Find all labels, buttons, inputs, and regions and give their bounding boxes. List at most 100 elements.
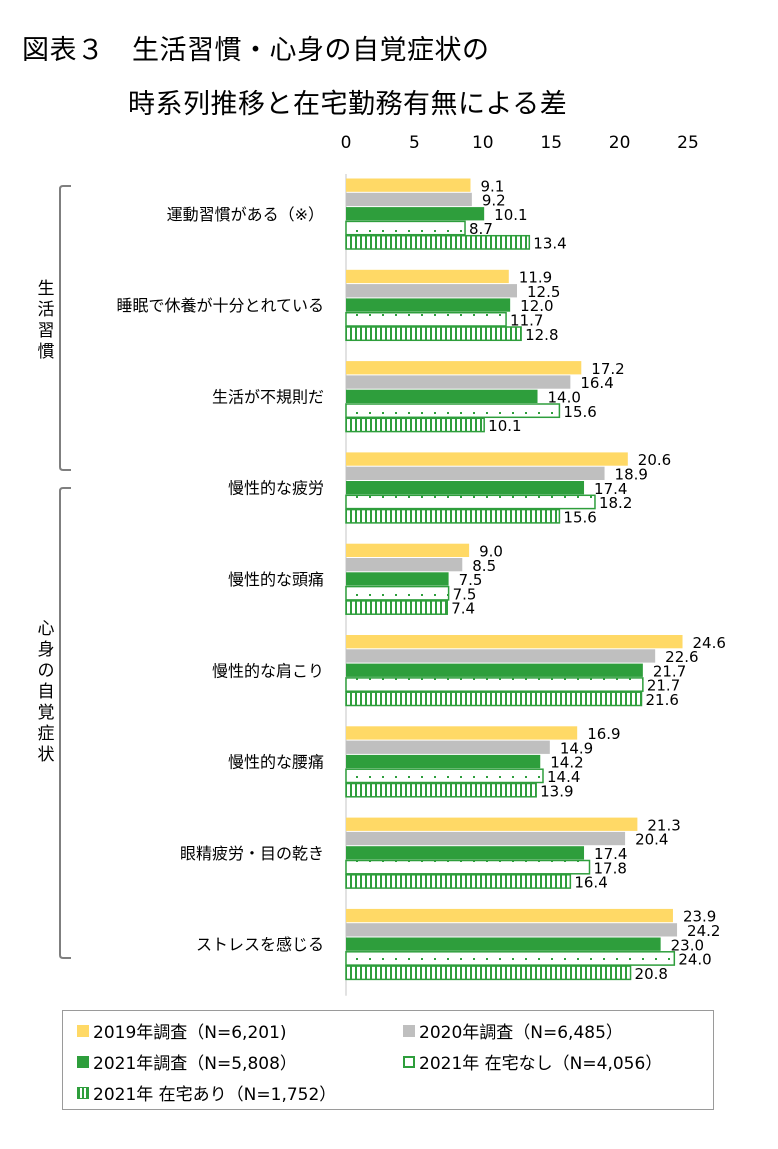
value-label-2021-no-remote-2: 15.6	[563, 403, 596, 421]
bar-2021-4	[346, 572, 449, 586]
value-label-2020-2: 16.4	[580, 374, 613, 392]
value-label-2019-1: 11.9	[519, 269, 552, 287]
category-label-1: 睡眠で休養が十分とれている	[116, 296, 324, 315]
value-label-2019-8: 23.9	[683, 908, 716, 926]
bar-2021-no-remote-5	[345, 677, 644, 692]
legend-swatch-2019	[77, 1024, 89, 1037]
legend-swatch-2020	[403, 1024, 415, 1037]
value-label-2019-0: 9.1	[480, 177, 504, 195]
value-label-2021-1: 12.0	[520, 297, 553, 315]
value-label-2021-6: 14.2	[550, 754, 583, 772]
bar-2020-6	[346, 740, 550, 754]
value-label-2020-0: 9.2	[482, 192, 506, 210]
x-tick-label-4: 20	[609, 133, 631, 153]
value-label-2020-7: 20.4	[635, 831, 668, 849]
bracket-label-bg-habits	[34, 274, 58, 368]
bar-2021-no-remote-3	[345, 494, 596, 510]
legend-label-2021: 2021年調査（N=5,808）	[93, 1054, 297, 1074]
category-label-2: 生活が不規則だ	[212, 387, 324, 406]
x-tick-label-2: 10	[472, 133, 494, 153]
value-label-2021-0: 10.1	[494, 206, 527, 224]
value-label-2020-3: 18.9	[615, 466, 648, 484]
bar-2021-2	[346, 389, 538, 403]
bar-2021-no-remote-2	[345, 403, 561, 419]
value-label-2021-4: 7.5	[459, 571, 483, 589]
bracket-habits	[59, 185, 71, 471]
bar-2020-7	[346, 831, 626, 846]
legend-label-2021-no-remote: 2021年 在宅なし（N=4,056）	[419, 1054, 663, 1074]
bar-2020-3	[346, 466, 605, 480]
legend-item-2020: 2020年調査（N=6,485）	[403, 1018, 623, 1043]
value-label-2021-no-remote-4: 7.5	[453, 585, 477, 603]
legend: 2019年調査（N=6,201) 2020年調査（N=6,485） 2021年調…	[62, 1010, 714, 1110]
value-label-2021-remote-1: 12.8	[525, 326, 558, 344]
bar-2020-2	[346, 375, 571, 389]
x-tick-label-3: 15	[540, 133, 562, 153]
group-label-symptoms: 心身の自覚症状	[38, 619, 55, 765]
value-label-2021-remote-0: 13.4	[533, 235, 566, 253]
legend-label-2021-remote: 2021年 在宅あり（N=1,752）	[93, 1085, 337, 1105]
bar-2019-2	[346, 361, 582, 375]
bar-2019-7	[346, 817, 638, 831]
bar-2020-0	[346, 192, 472, 207]
value-label-2019-3: 20.6	[638, 451, 671, 469]
bar-2021-remote-5	[345, 691, 643, 707]
value-label-2020-6: 14.9	[560, 739, 593, 757]
bar-2019-0	[346, 178, 471, 192]
bar-2019-1	[346, 269, 509, 284]
category-label-3: 慢性的な疲労	[228, 479, 324, 498]
bar-2021-remote-6	[345, 782, 537, 798]
group-label-habits: 生活習慣	[38, 279, 55, 362]
bar-2021-remote-8	[345, 965, 632, 981]
chart-title-line-1: 図表３ 生活習慣・心身の自覚症状の	[22, 35, 490, 66]
category-label-4: 慢性的な頭痛	[228, 570, 324, 589]
value-label-2021-remote-7: 16.4	[574, 874, 607, 892]
value-label-2021-no-remote-1: 11.7	[510, 312, 543, 330]
category-label-8: ストレスを感じる	[196, 935, 324, 954]
bar-2021-8	[346, 937, 661, 951]
value-label-2021-remote-4: 7.4	[451, 600, 475, 618]
bar-2021-remote-3	[345, 508, 561, 524]
bar-2019-8	[346, 908, 673, 923]
bracket-symptoms	[59, 487, 71, 959]
category-labels: 運動習慣がある（※） 睡眠で休養が十分とれている生活が不規則だ慢性的な疲労慢性的な…	[116, 205, 324, 954]
value-label-2021-remote-5: 21.6	[645, 691, 678, 709]
bar-2021-remote-7	[345, 874, 572, 889]
bar-2021-0	[346, 207, 485, 221]
bar-2021-no-remote-7	[345, 859, 591, 875]
chart-title-line-2: 時系列推移と在宅勤務有無による差	[128, 89, 568, 120]
legend-item-2019: 2019年調査（N=6,201)	[77, 1018, 287, 1043]
bar-2021-6	[346, 754, 541, 769]
value-label-2021-remote-8: 20.8	[635, 965, 668, 983]
bar-2019-3	[346, 452, 628, 466]
x-tick-label-5: 25	[677, 133, 699, 153]
value-label-2021-no-remote-7: 17.8	[594, 859, 627, 877]
bar-2019-6	[346, 726, 578, 740]
category-label-0: 運動習慣がある（※）	[167, 205, 324, 224]
value-label-2020-5: 22.6	[665, 648, 698, 666]
bars	[345, 178, 683, 981]
value-label-2021-no-remote-0: 8.7	[469, 220, 493, 238]
bar-2021-7	[346, 846, 585, 860]
x-tick-label-0: 0	[341, 133, 352, 153]
bar-2021-no-remote-6	[345, 768, 544, 784]
bar-2021-no-remote-1	[345, 311, 507, 327]
bar-2021-remote-2	[345, 417, 485, 433]
value-label-2021-8: 23.0	[671, 936, 704, 954]
category-label-6: 慢性的な腰痛	[228, 753, 324, 772]
value-label-2021-5: 21.7	[653, 662, 686, 680]
bar-2021-remote-1	[345, 326, 522, 342]
bar-2020-4	[346, 558, 463, 572]
legend-label-2019: 2019年調査（N=6,201)	[93, 1023, 287, 1043]
value-label-2020-4: 8.5	[472, 557, 496, 575]
bar-2021-no-remote-0	[345, 220, 466, 236]
bar-2021-3	[346, 481, 585, 495]
legend-item-2021-no-remote: 2021年 在宅なし（N=4,056）	[403, 1049, 662, 1074]
legend-item-2021-remote: 2021年 在宅あり（N=1,752）	[77, 1080, 336, 1105]
value-label-2021-no-remote-3: 18.2	[599, 494, 632, 512]
category-label-7: 眼精疲労・目の乾き	[180, 844, 324, 863]
value-label-2019-2: 17.2	[591, 360, 624, 378]
bar-2021-remote-4	[345, 600, 448, 615]
value-label-2020-1: 12.5	[527, 283, 560, 301]
